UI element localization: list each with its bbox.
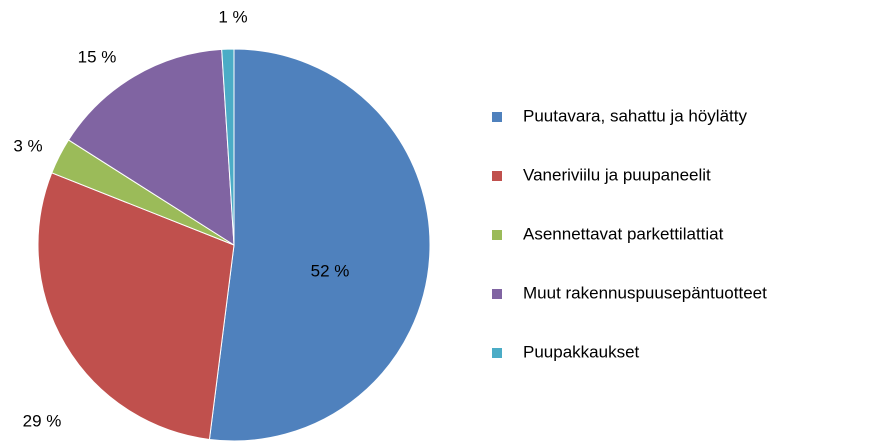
legend-swatch: [492, 230, 502, 240]
pie-slice: [208, 48, 431, 442]
legend-label: Puupakkaukset: [523, 342, 640, 361]
legend-label: Puutavara, sahattu ja höylätty: [523, 106, 747, 125]
pie-slice: [37, 172, 235, 441]
data-label: 52 %: [311, 261, 350, 280]
legend-label: Muut rakennuspuusepäntuotteet: [523, 283, 767, 302]
legend-swatch: [492, 112, 502, 122]
pie-slice: [221, 48, 235, 246]
data-label: 1 %: [218, 7, 247, 26]
legend-swatch: [492, 348, 502, 358]
legend-label: Vaneriviilu ja puupaneelit: [523, 165, 711, 184]
legend-label: Asennettavat parkettilattiat: [523, 224, 724, 243]
pie-slice: [67, 48, 235, 246]
legend-swatch: [492, 289, 502, 299]
data-label: 15 %: [78, 47, 117, 66]
data-label: 29 %: [23, 411, 62, 430]
legend-swatch: [492, 171, 502, 181]
data-label: 3 %: [13, 136, 42, 155]
